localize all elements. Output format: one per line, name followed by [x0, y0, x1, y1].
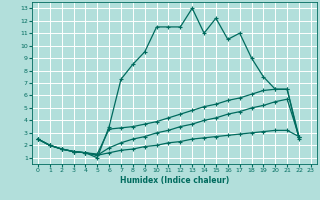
X-axis label: Humidex (Indice chaleur): Humidex (Indice chaleur) — [120, 176, 229, 185]
